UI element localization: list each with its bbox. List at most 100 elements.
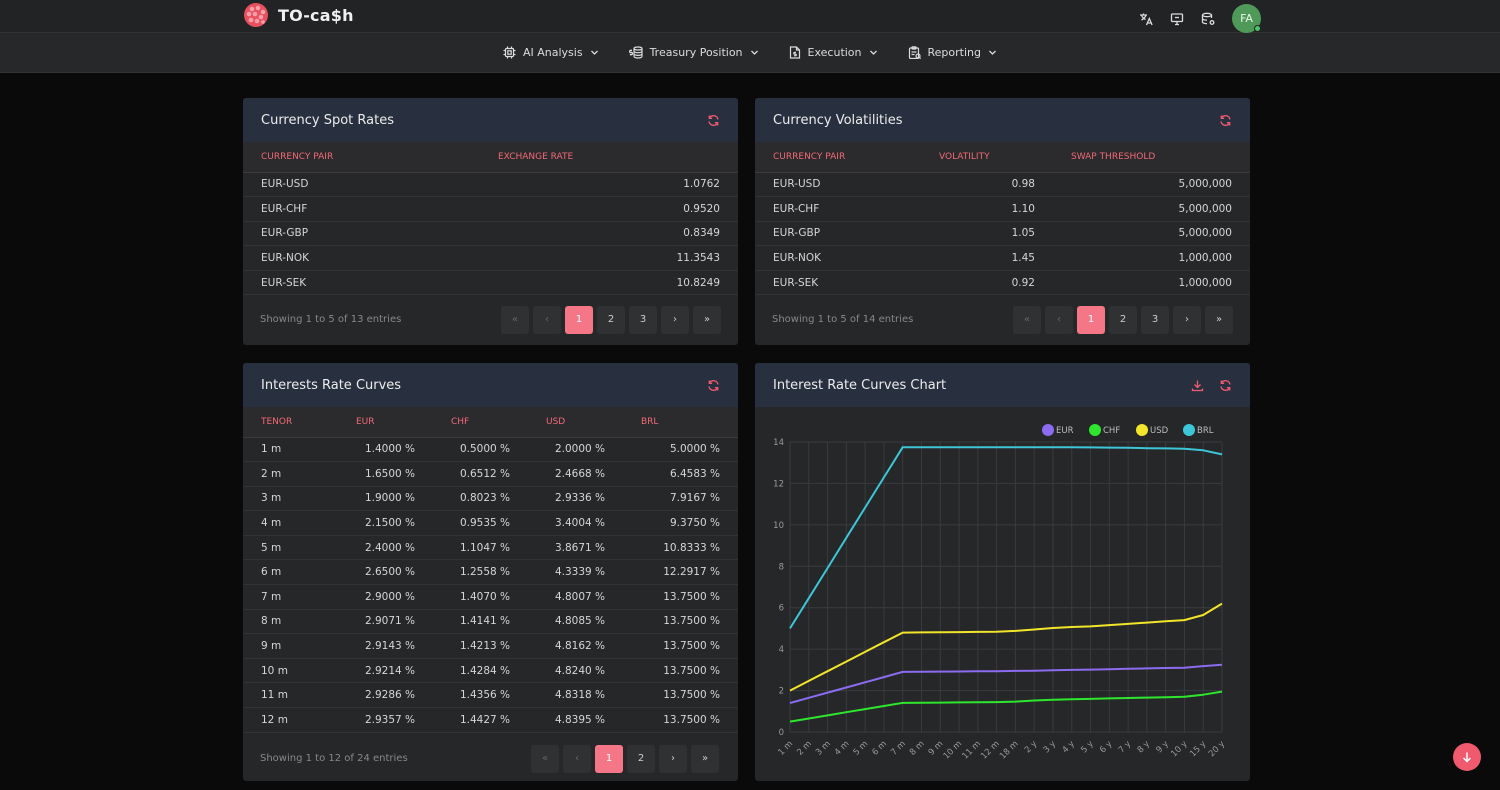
x-tick-label: 5 m: [852, 739, 871, 758]
download-icon[interactable]: [1190, 378, 1204, 392]
card-header: Interest Rate Curves Chart: [755, 363, 1250, 407]
x-tick-label: 5 y: [1079, 739, 1095, 755]
first-page-button[interactable]: «: [501, 305, 529, 334]
usd-rate-cell: 3.8671 %: [528, 535, 623, 561]
rate-cell: 11.3543: [480, 245, 738, 271]
x-tick-label: 6 y: [1098, 739, 1114, 755]
volatilities-card: Currency Volatilities CURRENCY PAIR VOLA…: [755, 98, 1250, 345]
series-line-usd: [789, 602, 1223, 692]
last-page-button[interactable]: »: [1205, 305, 1233, 334]
eur-rate-cell: 2.9000 %: [338, 584, 433, 610]
usd-rate-cell: 4.8007 %: [528, 584, 623, 610]
card-header: Currency Volatilities: [755, 98, 1250, 142]
brand[interactable]: TO-ca$h: [243, 2, 354, 28]
column-header[interactable]: CURRENCY PAIR: [755, 142, 921, 173]
usd-rate-cell: 4.8085 %: [528, 609, 623, 635]
user-avatar[interactable]: FA: [1232, 4, 1261, 33]
usd-rate-cell: 4.8395 %: [528, 707, 623, 733]
legend-swatch-brl: [1183, 424, 1195, 436]
prev-page-button[interactable]: ‹: [563, 744, 591, 773]
x-tick-label: 10 y: [1169, 739, 1189, 759]
last-page-button[interactable]: »: [691, 744, 719, 773]
page-button[interactable]: 3: [629, 305, 657, 334]
page-button[interactable]: 1: [595, 744, 623, 773]
translate-icon[interactable]: [1137, 10, 1155, 28]
refresh-icon[interactable]: [706, 378, 720, 392]
usd-rate-cell: 2.0000 %: [528, 437, 623, 463]
column-header[interactable]: EUR: [338, 407, 433, 438]
column-header[interactable]: BRL: [623, 407, 738, 438]
refresh-icon[interactable]: [706, 113, 720, 127]
prev-page-button[interactable]: ‹: [1045, 305, 1073, 334]
table-row: EUR-NOK 11.3543: [243, 245, 738, 271]
nav-execution[interactable]: Execution: [789, 46, 878, 59]
brl-rate-cell: 5.0000 %: [623, 437, 738, 463]
usd-rate-cell: 4.3339 %: [528, 559, 623, 586]
card-title: Currency Volatilities: [773, 112, 903, 128]
eur-rate-cell: 1.9000 %: [338, 486, 433, 512]
monitor-icon[interactable]: [1168, 10, 1186, 28]
threshold-cell: 5,000,000: [1053, 221, 1250, 247]
volatility-cell: 0.98: [921, 172, 1053, 198]
volatility-cell: 1.05: [921, 221, 1053, 247]
brl-rate-cell: 7.9167 %: [623, 486, 738, 512]
column-header[interactable]: SWAP THRESHOLD: [1053, 142, 1250, 173]
eur-rate-cell: 2.9143 %: [338, 633, 433, 659]
last-page-button[interactable]: »: [693, 305, 721, 334]
page-button[interactable]: 1: [1077, 305, 1105, 334]
table-footer: Showing 1 to 5 of 13 entries « ‹ 1 2 3 ›…: [243, 295, 738, 344]
table-row: EUR-USD 1.0762: [243, 172, 738, 198]
refresh-icon[interactable]: [1218, 113, 1232, 127]
nav-reporting[interactable]: Reporting: [908, 46, 997, 59]
y-tick-label: 6: [779, 604, 784, 614]
page-button[interactable]: 3: [1141, 305, 1169, 334]
volatility-cell: 1.45: [921, 245, 1053, 271]
tenor-cell: 10 m: [243, 658, 338, 684]
page-button[interactable]: 2: [597, 305, 625, 334]
first-page-button[interactable]: «: [531, 744, 559, 773]
chf-rate-cell: 0.9535 %: [433, 510, 528, 536]
column-header[interactable]: CURRENCY PAIR: [243, 142, 480, 173]
brl-rate-cell: 13.7500 %: [623, 633, 738, 659]
nav-ai-analysis[interactable]: AI Analysis: [503, 46, 599, 59]
table-row: 2 m 1.6500 % 0.6512 % 2.4668 % 6.4583 %: [243, 461, 738, 487]
y-tick-label: 8: [779, 562, 784, 572]
chf-rate-cell: 1.4284 %: [433, 658, 528, 684]
nav-treasury-position[interactable]: Treasury Position: [628, 46, 759, 59]
chf-rate-cell: 0.6512 %: [433, 461, 528, 487]
usd-rate-cell: 4.8240 %: [528, 658, 623, 684]
prev-page-button[interactable]: ‹: [533, 305, 561, 334]
x-tick-label: 9 y: [1154, 739, 1170, 755]
refresh-icon[interactable]: [1218, 378, 1232, 392]
table-footer: Showing 1 to 5 of 14 entries « ‹ 1 2 3 ›…: [755, 295, 1250, 344]
main-nav: AI Analysis Treasury Position Execution …: [0, 33, 1500, 73]
page-button[interactable]: 2: [627, 744, 655, 773]
pair-cell: EUR-CHF: [755, 196, 921, 222]
column-header[interactable]: EXCHANGE RATE: [480, 142, 738, 173]
x-tick-label: 12 m: [979, 739, 1001, 761]
legend-label: CHF: [1103, 426, 1120, 436]
database-settings-icon[interactable]: [1199, 10, 1217, 28]
y-tick-label: 10: [773, 521, 784, 531]
table-row: 12 m 2.9357 % 1.4427 % 4.8395 % 13.7500 %: [243, 707, 738, 733]
column-header[interactable]: TENOR: [243, 407, 338, 438]
nav-label: AI Analysis: [522, 46, 583, 59]
usd-rate-cell: 2.9336 %: [528, 486, 623, 512]
y-tick-label: 12: [773, 479, 784, 489]
next-page-button[interactable]: ›: [661, 305, 689, 334]
column-header[interactable]: USD: [528, 407, 623, 438]
chf-rate-cell: 1.4356 %: [433, 682, 528, 709]
x-tick-label: 7 m: [889, 739, 908, 758]
table-row: 10 m 2.9214 % 1.4284 % 4.8240 % 13.7500 %: [243, 658, 738, 684]
column-header[interactable]: CHF: [433, 407, 528, 438]
page-button[interactable]: 1: [565, 305, 593, 334]
column-header[interactable]: VOLATILITY: [921, 142, 1053, 173]
scroll-down-button[interactable]: [1453, 743, 1481, 771]
series-line-brl: [789, 446, 1223, 629]
tenor-cell: 12 m: [243, 707, 338, 733]
page-button[interactable]: 2: [1109, 305, 1137, 334]
next-page-button[interactable]: ›: [1173, 305, 1201, 334]
chf-rate-cell: 1.4070 %: [433, 584, 528, 610]
next-page-button[interactable]: ›: [659, 744, 687, 773]
first-page-button[interactable]: «: [1013, 305, 1041, 334]
